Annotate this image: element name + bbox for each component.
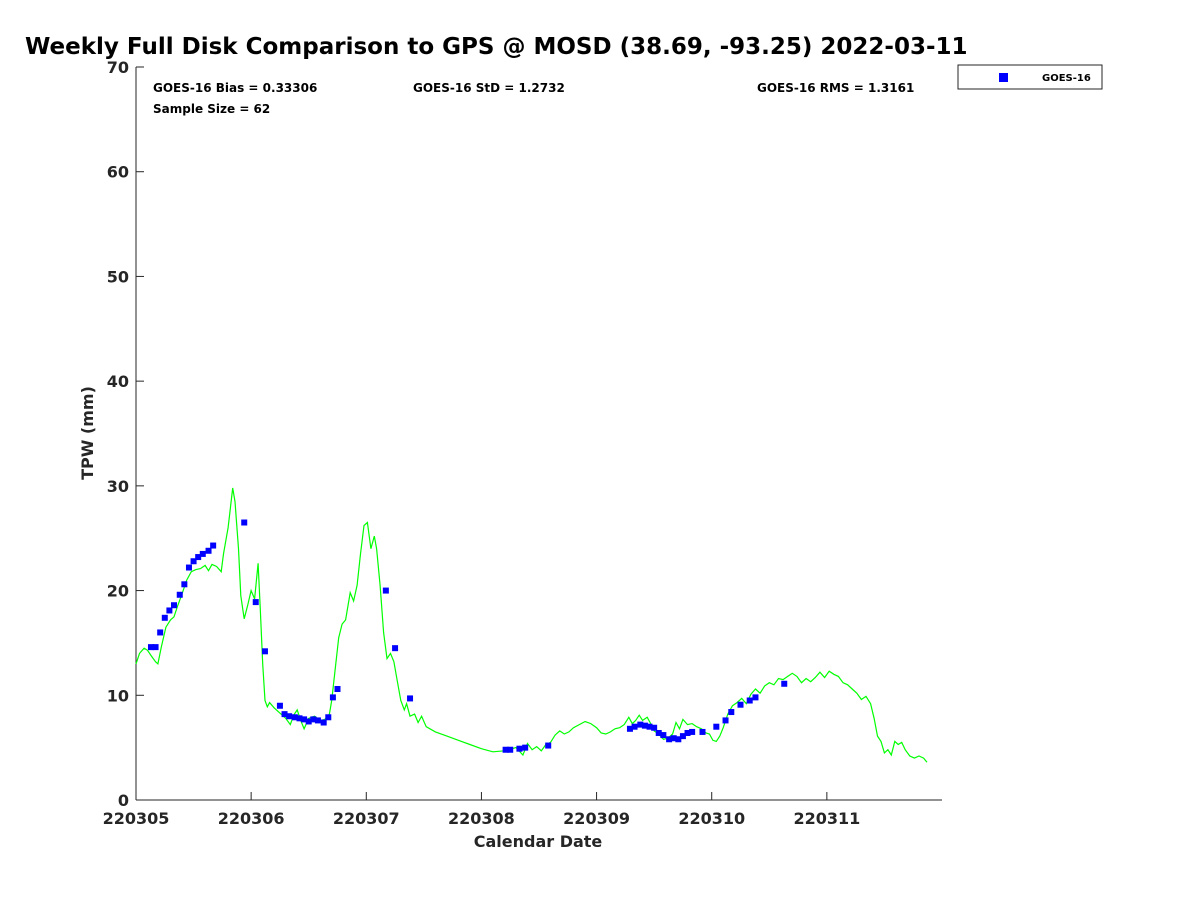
goes16-point xyxy=(545,742,552,749)
goes16-point xyxy=(699,728,706,735)
goes16-point xyxy=(651,724,658,731)
goes16-point xyxy=(161,614,168,621)
gps-series-line xyxy=(135,487,928,763)
goes16-point xyxy=(261,648,268,655)
y-tick-label: 20 xyxy=(107,582,129,601)
goes16-point xyxy=(679,733,686,740)
goes16-point xyxy=(157,629,164,636)
goes16-point xyxy=(301,716,308,723)
y-tick-label: 40 xyxy=(107,372,129,391)
goes16-point xyxy=(502,746,509,753)
goes16-point xyxy=(176,591,183,598)
x-tick-label: 220306 xyxy=(218,809,285,828)
goes16-point xyxy=(722,717,729,724)
goes16-point xyxy=(660,732,667,739)
goes16-point xyxy=(199,550,206,557)
legend-marker-goes16 xyxy=(999,73,1008,82)
goes16-point xyxy=(637,721,644,728)
x-tick-label: 220305 xyxy=(103,809,170,828)
x-axis-label: Calendar Date xyxy=(474,832,603,851)
goes16-point xyxy=(205,547,212,554)
goes16-point xyxy=(684,729,691,736)
goes16-point xyxy=(631,723,638,730)
goes16-point xyxy=(325,714,332,721)
y-tick-label: 0 xyxy=(118,791,129,810)
x-tick-label: 220311 xyxy=(793,809,860,828)
y-tick-label: 70 xyxy=(107,58,129,77)
chart-title: Weekly Full Disk Comparison to GPS @ MOS… xyxy=(25,34,968,60)
goes16-point xyxy=(752,694,759,701)
x-tick-label: 220307 xyxy=(333,809,400,828)
goes16-point xyxy=(781,680,788,687)
goes16-point xyxy=(147,644,154,651)
std-stat: GOES-16 StD = 1.2732 xyxy=(413,81,565,95)
goes16-point xyxy=(195,554,202,561)
plot-area xyxy=(135,67,942,801)
x-ticks: 220305 220306 220307 220308 220309 220310 2203… xyxy=(103,792,860,828)
x-tick-label: 220309 xyxy=(563,809,630,828)
goes16-point xyxy=(190,558,197,565)
goes16-point xyxy=(713,723,720,730)
goes16-point xyxy=(252,599,259,606)
goes16-point xyxy=(185,564,192,571)
goes16-point xyxy=(241,519,248,526)
y-tick-label: 10 xyxy=(107,686,129,705)
goes16-point xyxy=(641,722,648,729)
goes16-point xyxy=(181,581,188,588)
goes16-point xyxy=(675,736,682,743)
goes16-point xyxy=(737,701,744,708)
goes16-point xyxy=(689,728,696,735)
goes16-point xyxy=(152,644,159,651)
goes16-point xyxy=(392,645,399,652)
goes16-point xyxy=(310,716,317,723)
goes16-point xyxy=(320,719,327,726)
goes16-point xyxy=(170,602,177,609)
goes16-point xyxy=(728,709,735,716)
legend: GOES-16 xyxy=(957,64,1103,90)
x-tick-label: 220310 xyxy=(678,809,745,828)
y-axis-label: TPW (mm) xyxy=(78,386,97,480)
y-tick-label: 50 xyxy=(107,267,129,286)
goes16-point xyxy=(507,746,514,753)
y-tick-label: 60 xyxy=(107,163,129,182)
goes16-point xyxy=(296,715,303,722)
rms-stat: GOES-16 RMS = 1.3161 xyxy=(757,81,914,95)
goes16-point xyxy=(281,711,288,718)
plot-background xyxy=(136,67,942,800)
goes16-point xyxy=(334,686,341,693)
goes16-point xyxy=(210,542,217,549)
goes16-point xyxy=(329,694,336,701)
goes16-point xyxy=(407,695,414,702)
x-tick-label: 220308 xyxy=(448,809,515,828)
y-tick-label: 30 xyxy=(107,477,129,496)
goes16-point xyxy=(276,702,283,709)
goes16-point xyxy=(746,697,753,704)
y-ticks: 0 10 20 30 40 50 60 70 xyxy=(107,58,144,810)
goes16-point xyxy=(626,725,633,732)
goes16-point xyxy=(646,723,653,730)
goes16-point xyxy=(670,735,677,742)
goes16-point xyxy=(291,714,298,721)
sample-size-stat: Sample Size = 62 xyxy=(153,102,270,116)
bias-stat: GOES-16 Bias = 0.33306 xyxy=(153,81,317,95)
goes16-point xyxy=(305,718,312,725)
goes16-point xyxy=(382,587,389,594)
goes16-point xyxy=(655,729,662,736)
goes16-point xyxy=(314,717,321,724)
goes16-point xyxy=(522,744,529,751)
legend-box xyxy=(957,64,1103,90)
goes16-point xyxy=(516,745,523,752)
legend-label-goes16: GOES-16 xyxy=(1042,73,1091,84)
goes16-point xyxy=(166,607,173,614)
series-layer xyxy=(135,487,928,763)
goes16-point xyxy=(286,713,293,720)
goes16-point xyxy=(666,736,673,743)
